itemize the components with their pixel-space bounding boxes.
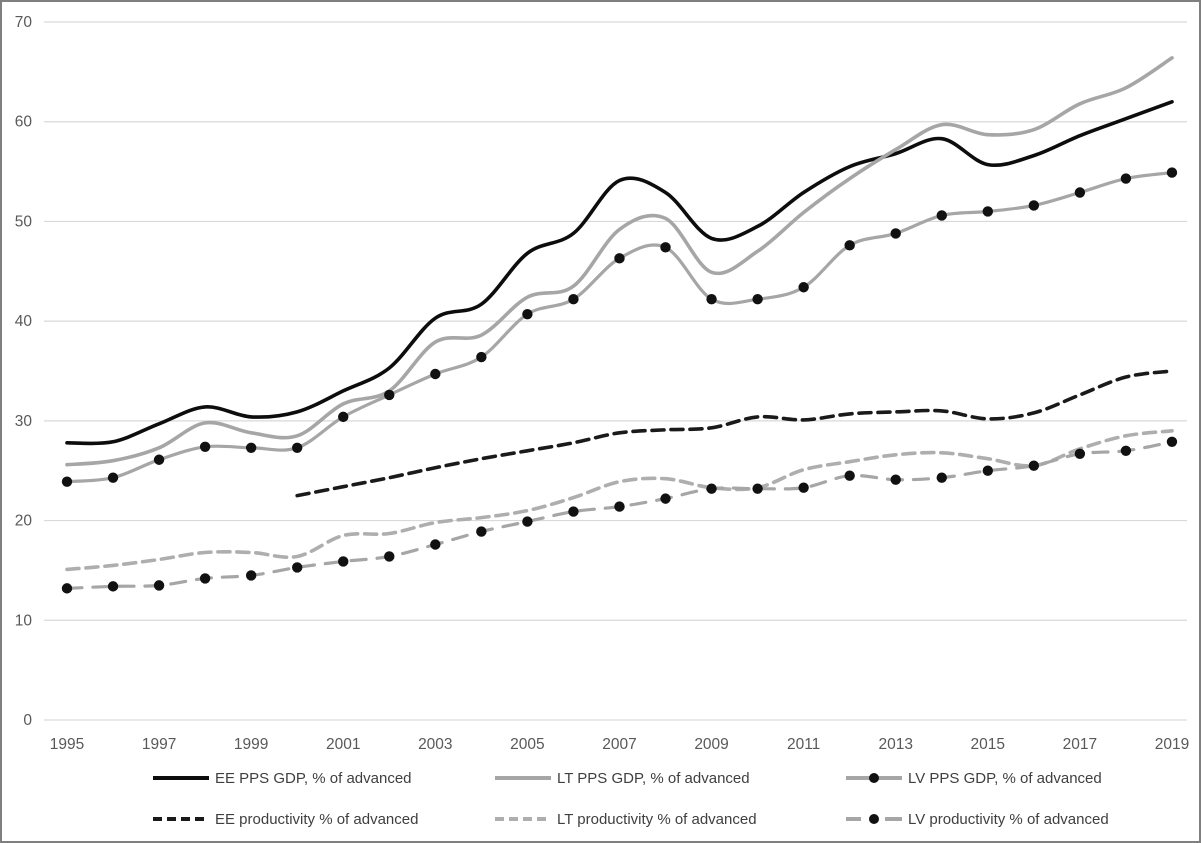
series-line-lv-pps-gdp-of-advanced (65, 171, 1174, 484)
marker-lv-pps-gdp-of-advanced-2018 (1120, 173, 1132, 184)
marker-lv-productivity-of-advanced-1998 (199, 573, 211, 584)
lt-gdp-line-swatch-icon (495, 776, 551, 780)
marker-lv-pps-gdp-of-advanced-2011 (798, 282, 809, 293)
marker-lv-productivity-of-advanced-2018 (1120, 445, 1132, 456)
marker-lv-productivity-of-advanced-2011 (798, 482, 809, 493)
x-tick-label-2003: 2003 (418, 736, 452, 753)
x-tick-label-2001: 2001 (326, 736, 360, 753)
marker-lv-productivity-of-advanced-2004 (476, 526, 487, 537)
marker-lv-pps-gdp-of-advanced-2005 (522, 308, 533, 320)
legend-label-ee-productivity: EE productivity % of advanced (215, 810, 419, 828)
legend-label-lt-gdp: LT PPS GDP, % of advanced (557, 769, 750, 787)
marker-lv-productivity-of-advanced-2010 (752, 483, 763, 494)
legend-item-ee-gdp: EE PPS GDP, % of advanced (152, 768, 412, 788)
marker-lv-productivity-of-advanced-1996 (107, 581, 119, 592)
marker-lv-pps-gdp-of-advanced-2010 (752, 294, 763, 305)
y-tick-label-40: 40 (15, 313, 33, 330)
y-tick-label-30: 30 (15, 413, 33, 430)
chart-legend: EE PPS GDP, % of advanced LT PPS GDP, % … (2, 758, 1199, 838)
marker-lv-pps-gdp-of-advanced-2000 (292, 442, 303, 453)
marker-lv-productivity-of-advanced-2006 (568, 506, 579, 517)
y-tick-label-50: 50 (15, 213, 33, 230)
y-tick-label-20: 20 (15, 513, 33, 530)
legend-row-1: EE PPS GDP, % of advanced LT PPS GDP, % … (2, 768, 1199, 788)
marker-lv-pps-gdp-of-advanced-2014 (936, 210, 947, 221)
legend-item-lt-gdp: LT PPS GDP, % of advanced (494, 768, 750, 788)
series-line-lt-pps-gdp-of-advanced (65, 56, 1174, 467)
x-tick-label-1995: 1995 (50, 736, 84, 753)
legend-label-ee-gdp: EE PPS GDP, % of advanced (215, 769, 412, 787)
x-tick-label-1997: 1997 (142, 736, 176, 753)
legend-row-2: EE productivity % of advanced LT product… (2, 809, 1199, 829)
y-tick-label-60: 60 (15, 114, 33, 131)
marker-lv-pps-gdp-of-advanced-2006 (568, 294, 579, 305)
marker-lv-pps-gdp-of-advanced-2017 (1074, 187, 1086, 198)
marker-lv-productivity-of-advanced-2008 (660, 493, 671, 504)
marker-lv-pps-gdp-of-advanced-2012 (844, 240, 855, 251)
series-line-ee-pps-gdp-of-advanced (65, 100, 1174, 446)
marker-lv-productivity-of-advanced-2001 (338, 556, 349, 567)
y-tick-label-0: 0 (23, 712, 32, 729)
marker-lv-pps-gdp-of-advanced-2007 (614, 253, 625, 264)
line-chart: 0 10 20 30 40 50 60 70 1995 1997 1999 2001 2003 2005 2… (15, 14, 1189, 753)
legend-item-lv-productivity: LV productivity % of advanced (845, 809, 1109, 829)
marker-lv-pps-gdp-of-advanced-1999 (245, 442, 257, 453)
marker-lv-pps-gdp-of-advanced-2002 (384, 389, 395, 401)
marker-lv-productivity-of-advanced-1997 (153, 580, 165, 591)
marker-lv-productivity-of-advanced-2015 (982, 465, 993, 476)
x-tick-label-1999: 1999 (234, 736, 268, 753)
marker-lv-pps-gdp-of-advanced-1995 (61, 476, 73, 487)
lt-productivity-dash-swatch-icon (495, 817, 551, 821)
marker-lv-pps-gdp-of-advanced-2016 (1028, 200, 1040, 211)
ee-productivity-dash-swatch-icon (153, 817, 209, 821)
marker-lv-pps-gdp-of-advanced-2009 (706, 294, 717, 305)
series-line-ee-productivity-of-advanced (295, 369, 1174, 498)
marker-lv-pps-gdp-of-advanced-1998 (199, 441, 211, 452)
marker-lv-productivity-of-advanced-2003 (430, 539, 441, 550)
marker-lv-productivity-of-advanced-1999 (245, 570, 257, 581)
marker-lv-productivity-of-advanced-1995 (61, 583, 73, 594)
lv-gdp-line-dot-swatch-icon (846, 773, 902, 783)
x-tick-label-2007: 2007 (602, 736, 636, 753)
marker-lv-pps-gdp-of-advanced-1996 (107, 472, 119, 483)
marker-lv-pps-gdp-of-advanced-2015 (982, 206, 993, 217)
series-line-lt-productivity-of-advanced (65, 429, 1174, 572)
x-tick-label-2009: 2009 (694, 736, 728, 753)
y-tick-label-70: 70 (15, 14, 33, 31)
x-tick-label-2015: 2015 (971, 736, 1005, 753)
marker-lv-productivity-of-advanced-2005 (522, 516, 533, 527)
legend-item-lv-gdp: LV PPS GDP, % of advanced (845, 768, 1102, 788)
x-tick-label-2005: 2005 (510, 736, 544, 753)
marker-lv-productivity-of-advanced-2000 (292, 562, 303, 573)
x-tick-label-2017: 2017 (1063, 736, 1097, 753)
legend-label-lv-gdp: LV PPS GDP, % of advanced (908, 769, 1102, 787)
x-tick-label-2013: 2013 (878, 736, 912, 753)
marker-lv-productivity-of-advanced-2017 (1074, 448, 1086, 459)
marker-lv-pps-gdp-of-advanced-1997 (153, 454, 165, 465)
legend-item-lt-productivity: LT productivity % of advanced (494, 809, 757, 829)
marker-lv-productivity-of-advanced-2016 (1028, 460, 1040, 471)
marker-lv-pps-gdp-of-advanced-2008 (660, 242, 671, 253)
legend-label-lt-productivity: LT productivity % of advanced (557, 810, 757, 828)
marker-lv-pps-gdp-of-advanced-2004 (476, 351, 487, 363)
ee-gdp-line-swatch-icon (153, 776, 209, 780)
marker-lv-pps-gdp-of-advanced-2013 (890, 228, 901, 239)
marker-lv-pps-gdp-of-advanced-2003 (430, 368, 441, 380)
marker-lv-productivity-of-advanced-2013 (890, 474, 901, 485)
marker-lv-productivity-of-advanced-2019 (1166, 436, 1178, 447)
x-tick-label-2011: 2011 (787, 736, 820, 753)
y-tick-label-10: 10 (15, 612, 33, 629)
lv-productivity-dash-dot-swatch-icon (846, 814, 902, 824)
marker-lv-productivity-of-advanced-2007 (614, 501, 625, 512)
marker-lv-pps-gdp-of-advanced-2019 (1166, 167, 1178, 178)
legend-label-lv-productivity: LV productivity % of advanced (908, 810, 1109, 828)
marker-lv-productivity-of-advanced-2009 (706, 483, 717, 494)
legend-item-ee-productivity: EE productivity % of advanced (152, 809, 418, 829)
marker-lv-productivity-of-advanced-2014 (936, 472, 947, 483)
x-tick-label-2019: 2019 (1155, 736, 1189, 753)
marker-lv-productivity-of-advanced-2002 (384, 551, 395, 562)
marker-lv-productivity-of-advanced-2012 (844, 470, 855, 481)
marker-lv-pps-gdp-of-advanced-2001 (338, 411, 349, 423)
